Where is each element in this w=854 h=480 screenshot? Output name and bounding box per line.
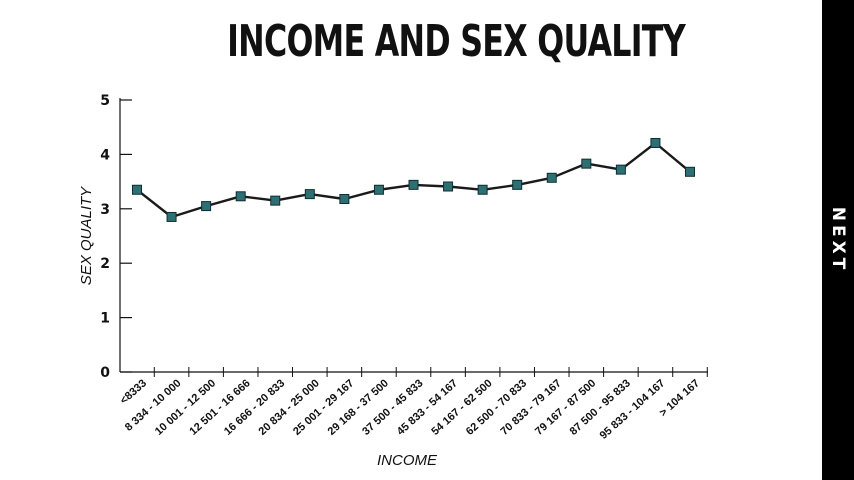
chart-series	[132, 137, 695, 222]
x-tick-label: 20 834 - 25 000	[257, 377, 322, 437]
x-tick-label: 87 500 - 95 833	[568, 377, 633, 437]
x-tick-label: 16 666 - 20 833	[222, 377, 287, 437]
x-tick-label: 37 500 - 45 833	[360, 377, 425, 437]
x-tick-label: 10 001 - 12 500	[153, 377, 218, 437]
data-point-marker	[339, 194, 350, 205]
y-axis-ticks: 0 1 2 3 4 5	[100, 93, 132, 381]
data-point-marker	[373, 184, 384, 195]
chart-axes	[119, 98, 708, 373]
data-point-marker	[581, 158, 592, 169]
data-point-marker	[270, 195, 281, 206]
y-tick-label: 0	[100, 365, 110, 381]
x-tick-label: 54 167 - 62 500	[429, 377, 494, 437]
y-tick-label: 1	[100, 311, 110, 327]
x-tick-label: 29 168 - 37 500	[326, 377, 391, 437]
data-point-marker	[650, 137, 661, 148]
data-point-marker	[235, 191, 246, 202]
x-tick-label: <8333	[118, 377, 149, 407]
x-tick-label: 12 501 - 16 666	[187, 377, 252, 437]
y-tick-label: 3	[100, 202, 110, 218]
data-point-marker	[685, 166, 695, 177]
y-axis-title: SEX QUALITY	[78, 186, 95, 285]
data-point-marker	[166, 211, 177, 222]
data-point-marker	[201, 201, 212, 212]
data-point-marker	[546, 172, 557, 183]
next-button-label: NEXT	[828, 206, 848, 274]
x-tick-label: 25 001 - 29 167	[291, 377, 356, 437]
data-point-marker	[512, 179, 523, 190]
data-point-marker	[477, 184, 488, 195]
data-point-marker	[408, 179, 419, 190]
y-tick-label: 5	[100, 93, 110, 109]
y-tick-label: 4	[100, 147, 110, 163]
x-tick-label: 45 833 - 54 167	[395, 377, 460, 437]
data-point-marker	[132, 184, 142, 195]
x-tick-label: 79 167 - 87 500	[533, 377, 598, 437]
x-tick-label: 70 833 - 79 167	[498, 377, 563, 437]
x-axis-title: INCOME	[377, 452, 438, 469]
data-point-marker	[615, 164, 626, 175]
data-point-marker	[443, 181, 454, 192]
y-tick-label: 2	[100, 256, 110, 272]
data-point-marker	[304, 189, 315, 200]
next-button[interactable]: NEXT	[822, 0, 854, 480]
x-tick-label: 62 500 - 70 833	[464, 377, 529, 437]
page-title: INCOME AND SEX QUALITY	[227, 16, 686, 67]
